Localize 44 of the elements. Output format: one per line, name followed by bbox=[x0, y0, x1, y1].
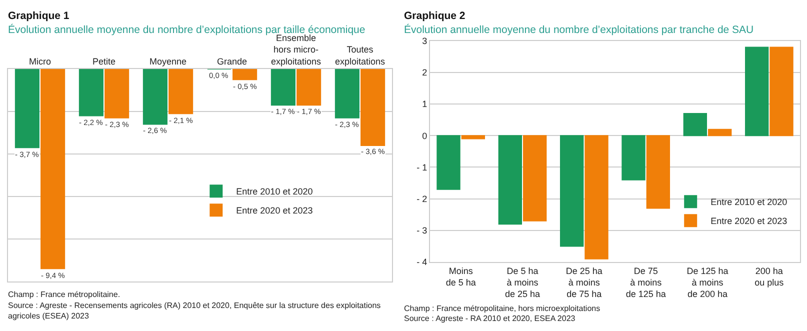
x-tick-label: Grande bbox=[216, 56, 248, 66]
bar bbox=[622, 135, 646, 180]
bar bbox=[584, 135, 608, 260]
chart-title: Graphique 2 bbox=[404, 10, 466, 22]
bar bbox=[770, 46, 794, 136]
x-tick-label: Toutes exploitations bbox=[334, 44, 386, 66]
bar bbox=[498, 135, 522, 225]
legend-label: Entre 2010 et 2020 bbox=[710, 197, 788, 208]
source-note: Source : Agreste - RA 2010 et 2020, ESEA 2023 bbox=[404, 314, 576, 323]
legend-label: Entre 2020 et 2023 bbox=[236, 206, 313, 216]
x-tick-label: 200 ha ou plus bbox=[754, 266, 784, 288]
bar bbox=[436, 135, 460, 190]
y-tick-label: 2 bbox=[422, 68, 428, 78]
bar bbox=[461, 135, 486, 140]
x-tick-label: Moyenne bbox=[149, 56, 187, 66]
source-note: Source : Agreste - Recensements agricoles (RA) 2010 et 2020, Enquête sur la structure des exploitations agricoles (ESEA) 2023 bbox=[8, 301, 381, 320]
chart-subtitle: Évolution annuelle moyenne du nombre d’exploitations par tranche de SAU bbox=[404, 23, 754, 36]
y-tick-label: 1 bbox=[422, 99, 428, 110]
y-tick-label: - 4 bbox=[416, 257, 428, 268]
bar bbox=[560, 135, 584, 247]
bar bbox=[708, 128, 732, 136]
x-tick-label: De 25 ha à moins de 75 ha bbox=[566, 266, 602, 300]
text: Champ : France métropolitaine, hors microexploitations bbox=[404, 304, 600, 313]
x-tick-label: Moins de 5 ha bbox=[446, 266, 476, 288]
bar bbox=[744, 46, 769, 136]
x-tick-label: De 125 ha à moins de 200 ha bbox=[686, 266, 728, 300]
text: Champ : France métropolitaine. bbox=[8, 290, 120, 299]
y-tick-label: - 1 bbox=[416, 162, 428, 172]
x-tick-label: Ensemble hors micro- exploitations bbox=[270, 33, 322, 66]
y-tick-label: 0 bbox=[422, 130, 428, 141]
x-tick-label: Micro bbox=[29, 56, 51, 66]
y-tick-label: - 2 bbox=[416, 194, 428, 204]
x-tick-label: De 75 à moins de 125 ha bbox=[626, 266, 666, 300]
legend-label: Entre 2010 et 2020 bbox=[236, 186, 313, 197]
x-tick-label: De 5 ha à moins de 25 ha bbox=[504, 266, 540, 300]
x-tick-label: Petite bbox=[92, 56, 116, 66]
y-tick-label: - 3 bbox=[416, 226, 428, 236]
bar bbox=[522, 135, 547, 222]
bar bbox=[646, 135, 670, 209]
y-tick-label: 3 bbox=[422, 36, 428, 46]
bar bbox=[683, 113, 708, 136]
legend-label: Entre 2020 et 2023 bbox=[710, 216, 788, 226]
chart-subtitle: Évolution annuelle moyenne du nombre d’exploitations par taille économique bbox=[8, 23, 366, 36]
chart-title: Graphique 1 bbox=[8, 10, 70, 22]
